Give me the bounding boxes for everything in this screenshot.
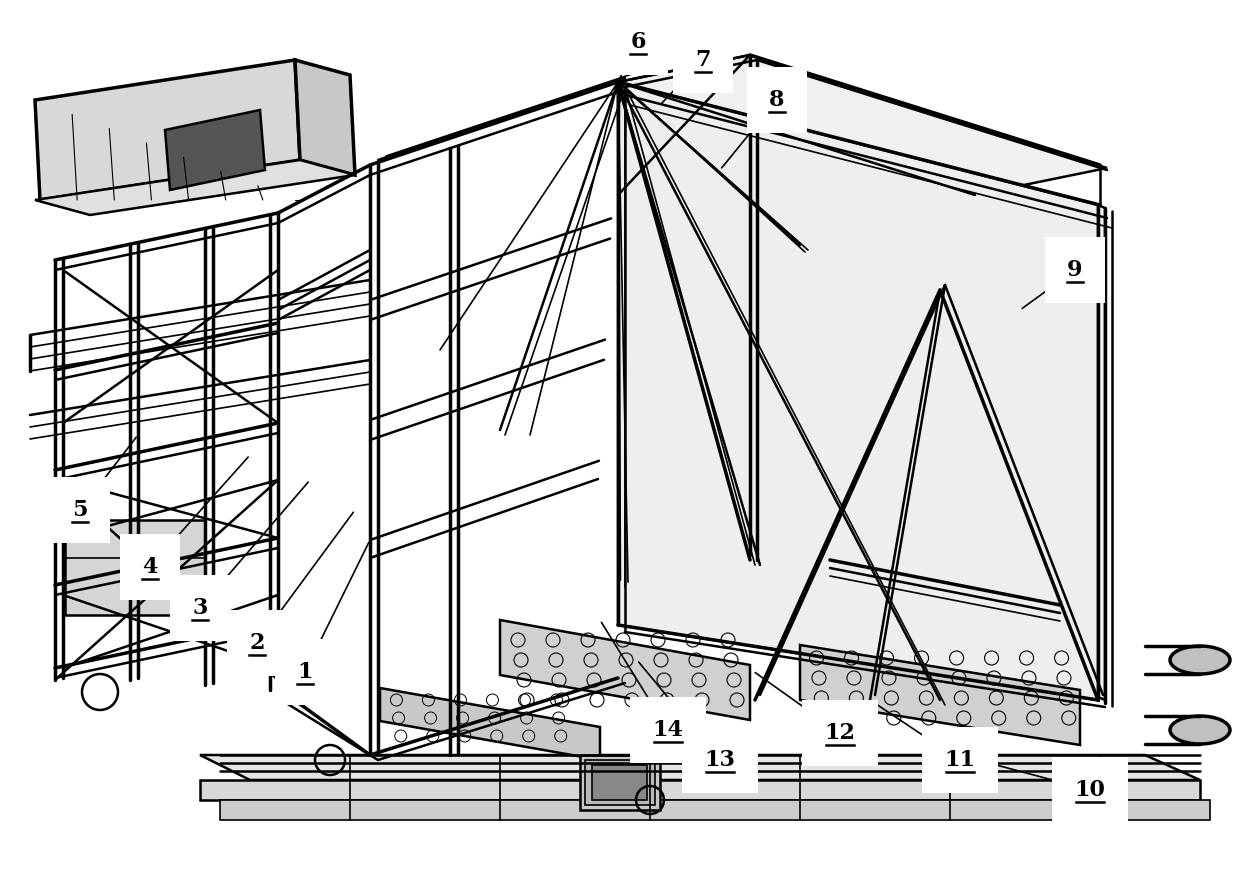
Bar (592, 765, 647, 800)
Polygon shape (1098, 205, 1105, 700)
Text: 10: 10 (1074, 779, 1105, 801)
Text: 6: 6 (631, 31, 646, 53)
Polygon shape (800, 645, 1080, 745)
Polygon shape (221, 800, 1211, 820)
Text: 4: 4 (142, 556, 157, 578)
Bar (64, 520, 204, 615)
Text: 11: 11 (944, 749, 975, 771)
Text: 9: 9 (1067, 259, 1083, 281)
Ellipse shape (1170, 646, 1230, 674)
Polygon shape (380, 688, 600, 760)
Polygon shape (618, 55, 1106, 195)
Polygon shape (165, 110, 265, 190)
Text: 13: 13 (705, 749, 736, 771)
Polygon shape (501, 620, 750, 720)
Polygon shape (199, 755, 1201, 780)
Text: 5: 5 (72, 499, 88, 521)
Text: 8: 8 (769, 89, 784, 111)
Text: 1: 1 (297, 661, 312, 683)
Text: 3: 3 (192, 597, 208, 619)
Polygon shape (295, 60, 356, 175)
Polygon shape (618, 82, 1098, 700)
Text: 7: 7 (695, 49, 711, 71)
Polygon shape (35, 160, 356, 215)
Polygon shape (199, 780, 1201, 800)
Text: 12: 12 (824, 722, 855, 744)
Text: 2: 2 (249, 632, 265, 654)
Text: 14: 14 (653, 719, 684, 741)
Bar (580, 755, 660, 810)
Ellipse shape (1170, 716, 1230, 744)
Bar (585, 760, 655, 805)
Polygon shape (35, 60, 300, 200)
